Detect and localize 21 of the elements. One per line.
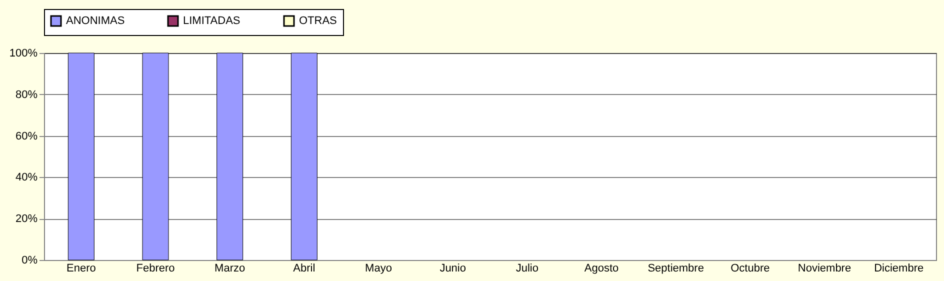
x-tick-label: Diciembre (874, 262, 924, 274)
y-tick-label: 0% (22, 254, 38, 266)
legend-label: LIMITADAS (183, 15, 240, 27)
y-tick-label: 60% (15, 130, 38, 142)
x-tick-label: Enero (66, 262, 96, 274)
y-tick-label: 80% (15, 88, 38, 101)
x-tick-label: Mayo (365, 262, 392, 274)
x-tick-label: Junio (440, 262, 466, 274)
x-tick-label: Septiembre (648, 262, 704, 274)
x-tick-label: Noviembre (798, 262, 852, 274)
x-tick-label: Abril (293, 262, 316, 274)
legend-label: ANONIMAS (66, 15, 125, 27)
legend-label: OTRAS (299, 15, 337, 27)
x-tick-label: Agosto (584, 262, 619, 274)
x-tick-label: Marzo (214, 262, 246, 274)
x-tick-label: Julio (516, 262, 538, 274)
y-tick-label: 40% (15, 172, 38, 184)
x-tick-label: Octubre (730, 262, 770, 274)
y-tick-label: 20% (15, 213, 38, 226)
x-tick-label: Febrero (136, 262, 175, 274)
y-tick-label: 100% (9, 48, 38, 60)
